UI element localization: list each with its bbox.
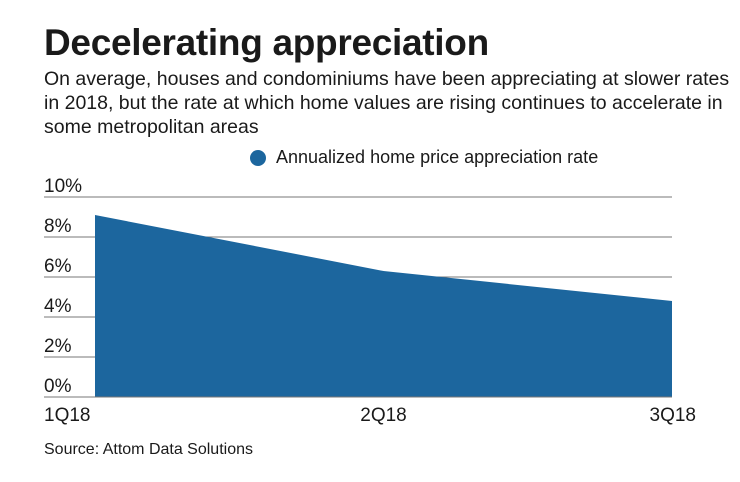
x-tick-label: 3Q18 bbox=[650, 405, 696, 426]
source-note: Source: Attom Data Solutions bbox=[44, 441, 253, 458]
legend-marker bbox=[250, 149, 266, 166]
legend-label: Annualized home price appreciation rate bbox=[276, 147, 599, 167]
y-tick-label: 4% bbox=[44, 296, 72, 317]
x-tick-label: 2Q18 bbox=[360, 405, 406, 426]
x-tick-label: 1Q18 bbox=[44, 405, 90, 426]
chart-subtitle: On average, houses and condominiums have… bbox=[44, 68, 730, 138]
y-tick-label: 8% bbox=[44, 216, 72, 237]
y-tick-label: 0% bbox=[44, 376, 72, 397]
y-tick-label: 10% bbox=[44, 176, 82, 197]
chart-title: Decelerating appreciation bbox=[44, 22, 489, 63]
y-tick-label: 6% bbox=[44, 256, 72, 277]
legend: Annualized home price appreciation rate bbox=[250, 147, 598, 168]
y-tick-label: 2% bbox=[44, 336, 72, 357]
area-series bbox=[95, 215, 672, 397]
